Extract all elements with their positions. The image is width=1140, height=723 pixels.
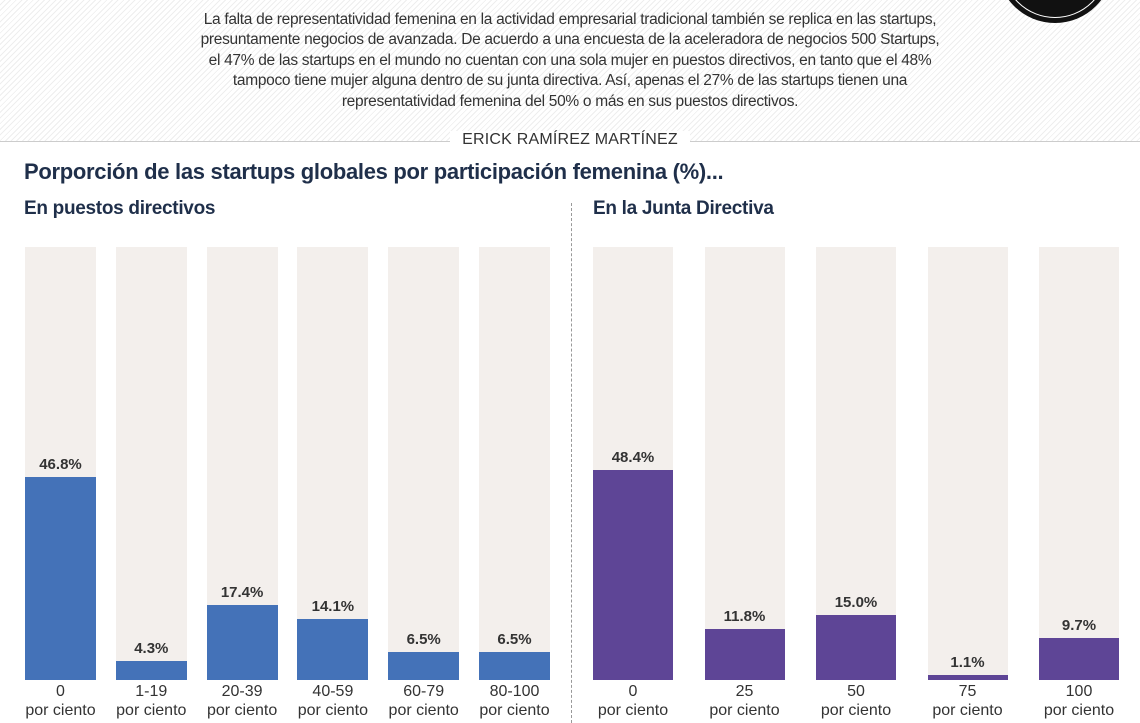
- x-tick-label: 0 por ciento: [597, 683, 669, 719]
- bar: [25, 477, 96, 680]
- x-tick-label: 20-39 por ciento: [206, 683, 278, 719]
- x-tick-label: 1-19 por ciento: [116, 683, 187, 719]
- x-tick-label: 80-100 por ciento: [479, 683, 550, 719]
- bar-track: [927, 247, 1008, 680]
- value-label: 17.4%: [220, 583, 264, 601]
- bar-track: [479, 247, 550, 680]
- value-label: 48.4%: [611, 449, 655, 467]
- bar: [115, 661, 187, 680]
- divider: [571, 203, 572, 723]
- value-label: 6.5%: [406, 630, 441, 648]
- x-tick-label: 40-59 por ciento: [297, 683, 369, 719]
- intro-text: La falta de representatividad femenina e…: [200, 11, 940, 110]
- x-tick-label: 60-79 por ciento: [388, 683, 459, 719]
- x-tick-label: 100 por ciento: [1043, 683, 1115, 719]
- bar: [704, 628, 785, 680]
- heading: Porporción de las startups globales por …: [24, 159, 724, 184]
- author: ERICK RAMÍREZ MARTÍNEZ: [450, 131, 690, 148]
- value-label: 6.5%: [497, 630, 532, 648]
- author-row: ERICK RAMÍREZ MARTÍNEZ: [0, 131, 1140, 149]
- bar: [479, 651, 550, 680]
- value-label: 14.1%: [311, 597, 355, 615]
- bar: [593, 470, 673, 680]
- bar: [388, 651, 460, 680]
- chart-title: En puestos directivos: [24, 198, 216, 219]
- bar-track: [115, 247, 187, 680]
- header-band: [0, 0, 1140, 142]
- bar-track: [704, 247, 785, 680]
- bar: [1039, 637, 1119, 680]
- value-label: 1.1%: [950, 654, 985, 672]
- x-tick-label: 25 por ciento: [709, 683, 780, 719]
- value-label: 15.0%: [834, 594, 878, 612]
- bar: [927, 675, 1008, 680]
- x-tick-label: 75 por ciento: [932, 683, 1003, 719]
- bar-track: [816, 247, 896, 680]
- value-label: 11.8%: [723, 607, 766, 625]
- bar-track: [1039, 247, 1119, 680]
- x-tick-label: 50 por ciento: [820, 683, 892, 719]
- bar: [816, 615, 896, 680]
- bar: [297, 618, 369, 680]
- value-label: 9.7%: [1061, 616, 1097, 634]
- bar: [206, 604, 278, 680]
- x-tick-label: 0 por ciento: [25, 683, 96, 719]
- value-label: 46.8%: [39, 456, 82, 474]
- bar-track: [297, 247, 369, 680]
- bar-track: [388, 247, 460, 680]
- value-label: 4.3%: [134, 640, 169, 658]
- chart-title: En la Junta Directiva: [593, 198, 774, 219]
